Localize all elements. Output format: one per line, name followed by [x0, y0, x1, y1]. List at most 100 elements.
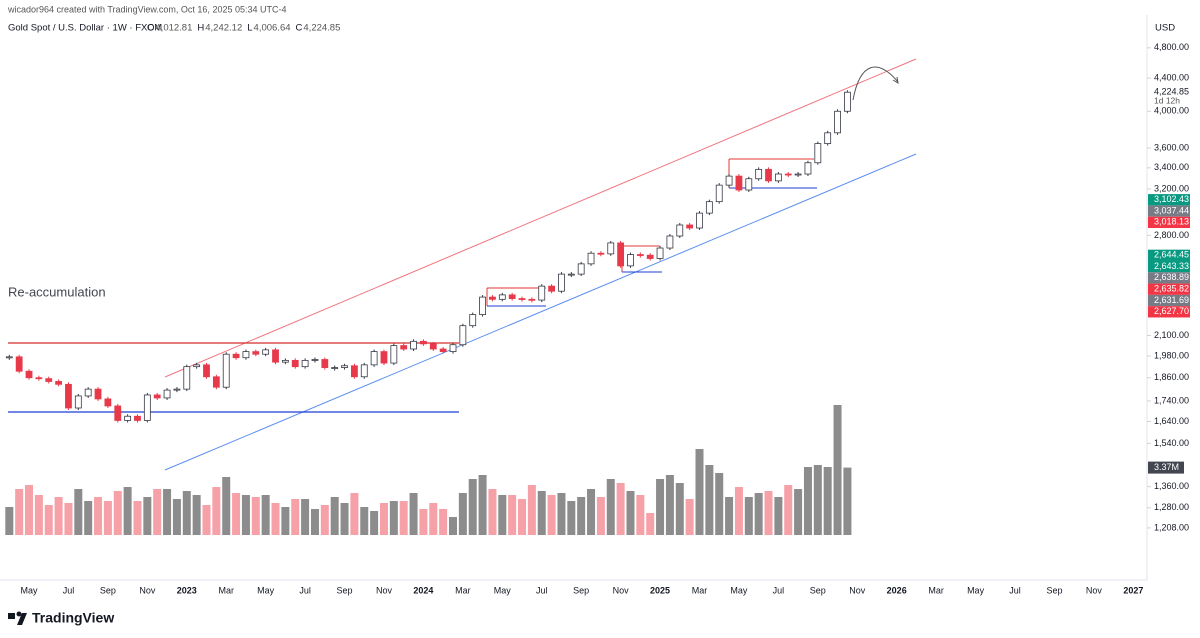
candle-body — [65, 383, 72, 409]
volume-bar — [518, 499, 527, 535]
trend-line — [164, 58, 917, 378]
candle-body — [725, 175, 733, 186]
candle-body — [104, 398, 112, 407]
candle-body — [242, 351, 250, 359]
volume-bar — [123, 487, 132, 535]
candle-body — [765, 168, 772, 182]
candle-body — [804, 162, 812, 175]
volume-bar — [843, 467, 852, 535]
candle-body — [538, 285, 546, 301]
volume-bar — [626, 491, 635, 535]
volume-bar — [458, 493, 467, 535]
price-tag-bg — [1148, 294, 1190, 307]
y-tick-label: 3,400.00 — [1154, 162, 1189, 172]
candle-body — [735, 175, 743, 191]
y-tick-label: 1,360.00 — [1154, 481, 1189, 491]
candle-body — [636, 254, 644, 256]
symbol: Gold Spot / U.S. Dollar · 1W · FXCM — [8, 23, 162, 34]
volume-bar — [64, 503, 73, 535]
price-tag-bg — [1148, 260, 1190, 273]
price-tag: 2,631.69 — [1154, 295, 1189, 305]
volume-bar — [636, 495, 645, 535]
volume-bar — [656, 479, 665, 535]
candle-body — [183, 366, 191, 390]
volume-bar — [320, 505, 329, 535]
logo-mark — [8, 613, 15, 619]
price-tag-bg — [1148, 283, 1190, 295]
x-tick-label: Nov — [139, 585, 156, 595]
candle-body — [597, 252, 605, 255]
volume-bar — [251, 497, 260, 535]
volume-bar — [44, 505, 53, 535]
candle-body — [587, 252, 595, 265]
x-tick-label: 2024 — [413, 585, 433, 595]
x-tick-label: Mar — [692, 585, 708, 595]
candle-body — [567, 273, 575, 276]
y-tick-label: 4,800.00 — [1154, 42, 1189, 52]
candle-body — [94, 388, 102, 400]
y-tick-label: 1,980.00 — [1154, 350, 1189, 360]
volume-bar — [113, 491, 122, 535]
candle-body — [321, 359, 329, 368]
candle-body — [360, 364, 368, 378]
x-tick-label: 2023 — [177, 585, 197, 595]
y-tick-label: 4,000.00 — [1154, 106, 1189, 116]
y-tick-label: 1,540.00 — [1154, 438, 1189, 448]
candle-body — [134, 415, 141, 421]
x-tick-label: May — [21, 585, 39, 595]
candle-body — [143, 394, 151, 421]
volume-bar — [665, 475, 674, 535]
candle-body — [489, 296, 496, 300]
currency: USD — [1155, 23, 1175, 34]
y-tick-label: 2,800.00 — [1154, 230, 1189, 240]
volume-bar — [449, 517, 457, 535]
x-tick-label: Sep — [810, 585, 826, 595]
volume-bar — [715, 473, 724, 535]
volume-bar — [685, 499, 694, 535]
x-tick-label: 2027 — [1123, 585, 1143, 595]
volume-bar — [547, 495, 556, 535]
x-tick-label: Sep — [573, 585, 589, 595]
volume-bar — [557, 493, 566, 535]
candle-body — [291, 359, 299, 368]
x-tick-label: Jul — [1009, 585, 1021, 595]
candle-body — [459, 325, 467, 346]
volume-bar — [310, 509, 319, 535]
price-tag: 2,635.82 — [1154, 284, 1189, 294]
logo-mark — [17, 613, 27, 625]
volume-bar — [537, 491, 546, 535]
ohlc-key: C — [296, 23, 303, 34]
volume-bar — [794, 489, 803, 535]
volume-bar — [54, 497, 63, 535]
candle-body — [301, 359, 309, 368]
volume-bar — [370, 511, 379, 535]
candle-body — [844, 91, 851, 112]
candle-body — [627, 254, 634, 267]
volume-bar — [764, 491, 773, 535]
candle-body — [45, 378, 53, 382]
volume-bar — [271, 503, 280, 535]
volume-bar — [813, 465, 822, 535]
candle-body — [203, 364, 210, 378]
volume-bar — [734, 487, 743, 535]
volume-bar — [596, 497, 605, 535]
ohlc-key: H — [197, 23, 204, 34]
volume-bar — [587, 489, 596, 535]
price-tag-bg — [1148, 249, 1190, 261]
volume-bar — [744, 497, 753, 535]
volume-tag: 3.37M — [1154, 462, 1179, 472]
volume-bar — [488, 489, 497, 535]
ohlc-value: 4,006.64 — [254, 23, 291, 34]
candle-body — [331, 367, 339, 369]
volume-bar — [784, 485, 793, 535]
x-tick-label: Nov — [1086, 585, 1103, 595]
candle-body — [55, 381, 62, 385]
volume-bar — [478, 475, 487, 535]
candle-body — [390, 345, 398, 364]
candle-body — [25, 370, 33, 379]
candle-body — [715, 184, 723, 203]
candle-body — [370, 351, 378, 366]
candle-body — [696, 212, 703, 229]
candle-body — [400, 345, 408, 350]
